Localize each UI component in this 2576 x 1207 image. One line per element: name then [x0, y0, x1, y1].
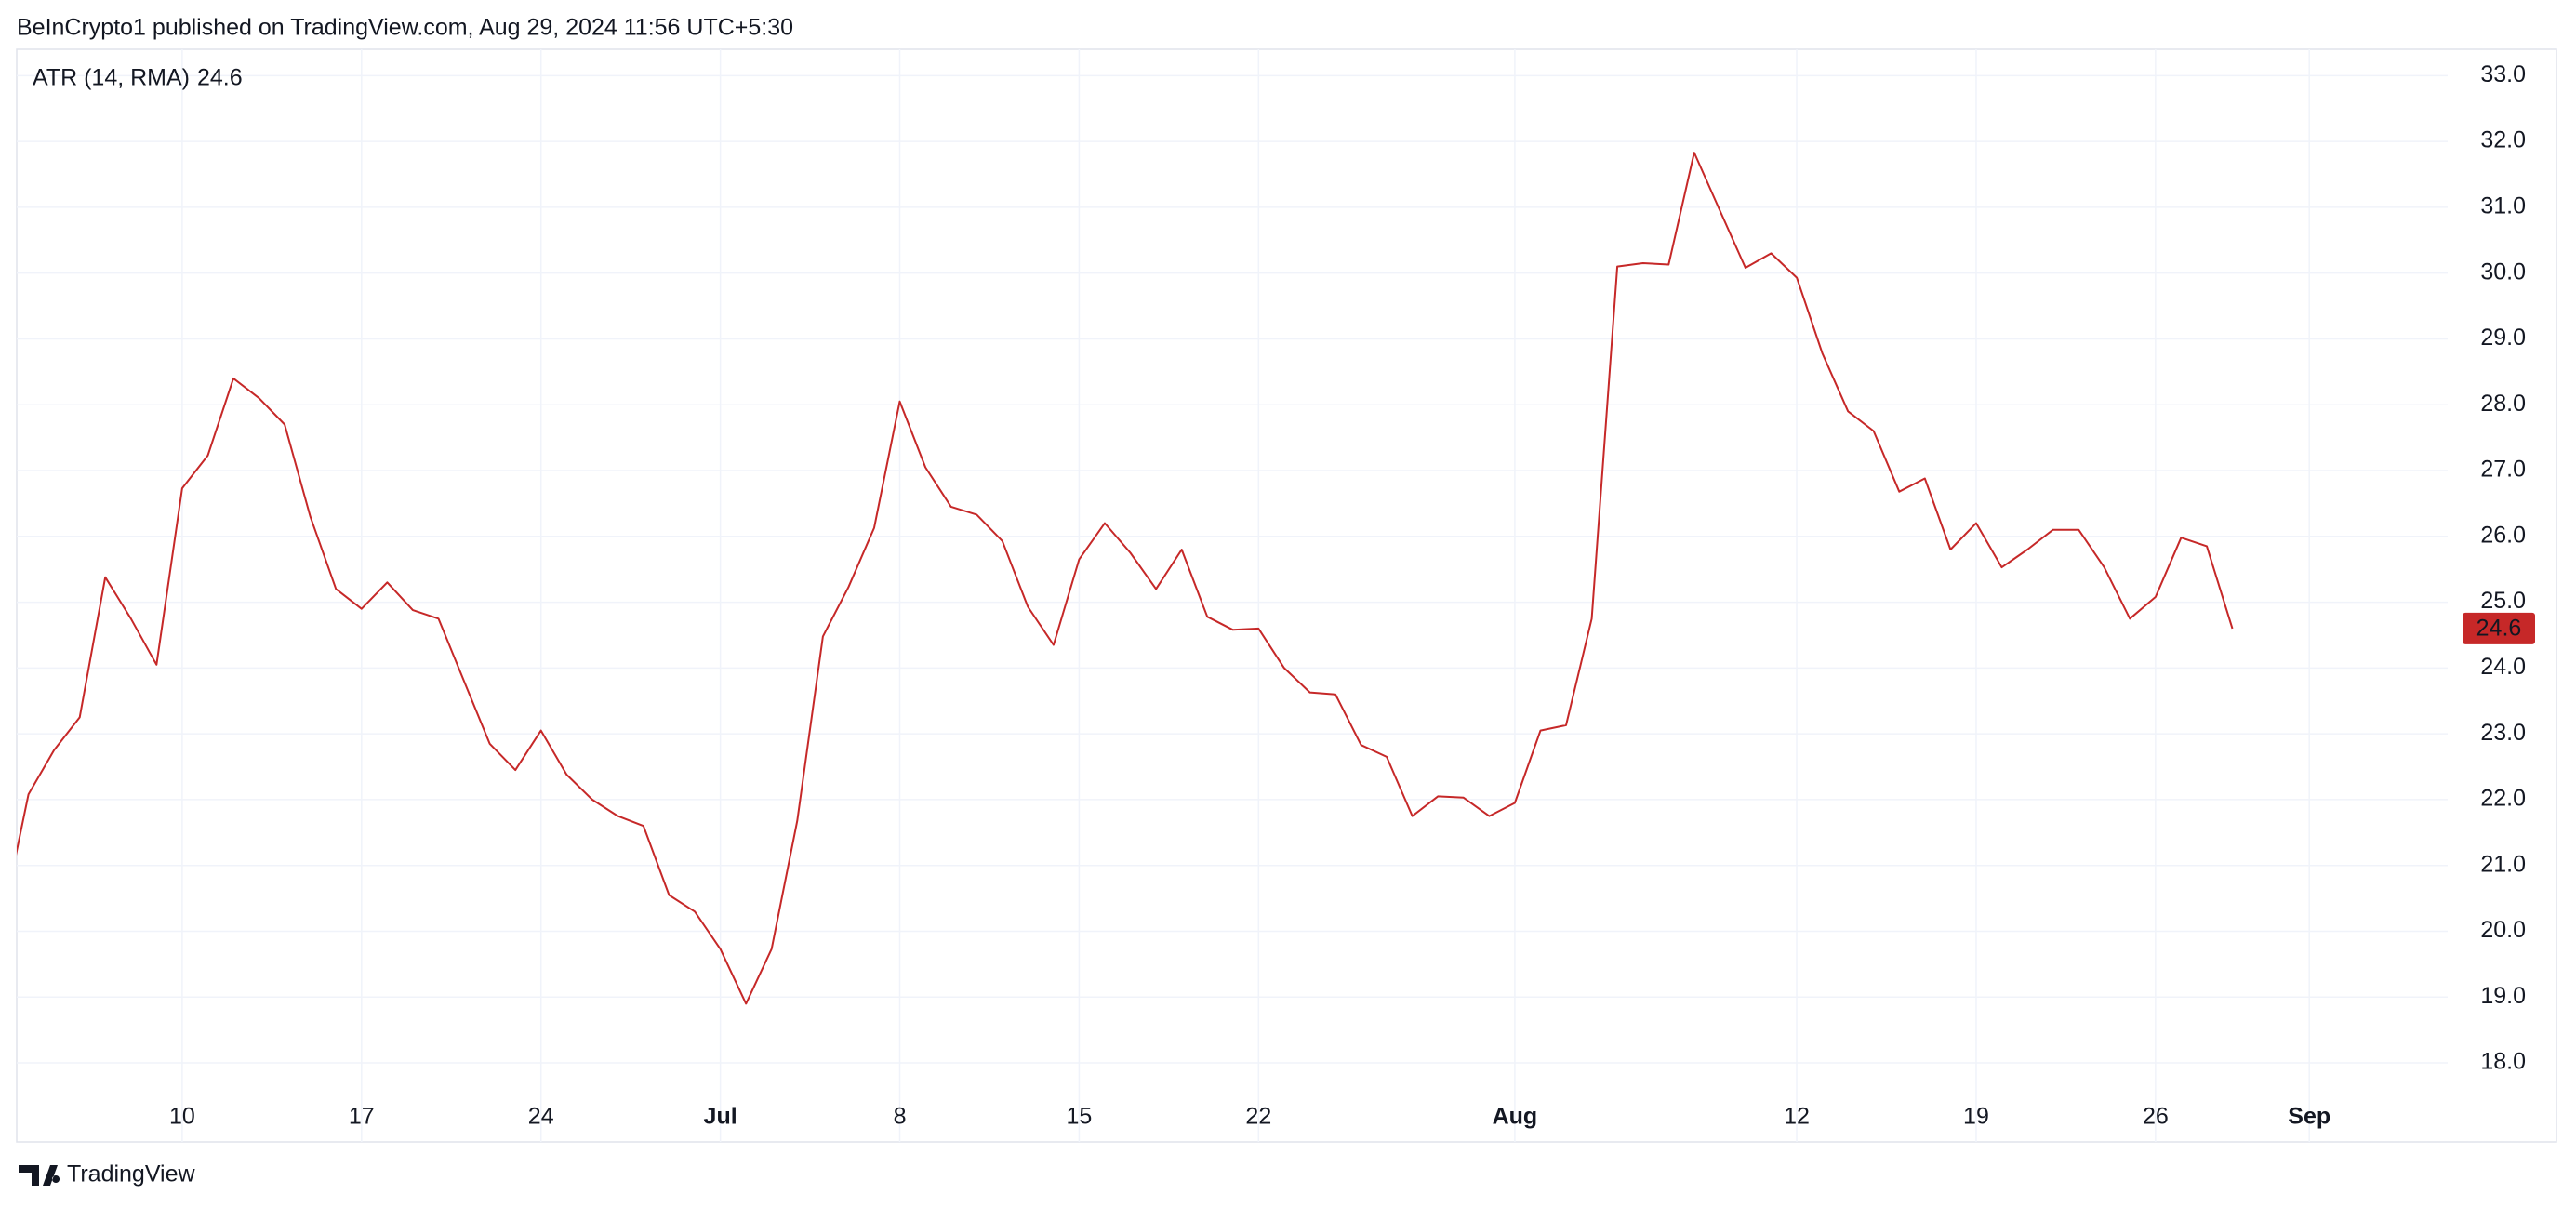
y-tick-label: 19.0	[2480, 983, 2526, 1009]
y-tick-label: 24.0	[2480, 654, 2526, 680]
x-tick-label: Sep	[2288, 1104, 2330, 1130]
y-tick-label: 20.0	[2480, 917, 2526, 943]
y-tick-label: 28.0	[2480, 391, 2526, 417]
x-tick-label: 12	[1784, 1104, 1810, 1130]
footer-logo	[19, 1165, 60, 1186]
y-tick-label: 31.0	[2480, 192, 2526, 219]
y-tick-label: 18.0	[2480, 1049, 2526, 1075]
legend-name: ATR (14, RMA)	[33, 65, 190, 91]
y-tick-label: 26.0	[2480, 522, 2526, 548]
series-line	[17, 152, 2234, 1005]
x-tick-label: Jul	[704, 1104, 737, 1130]
y-tick-label: 22.0	[2480, 786, 2526, 812]
price-badge	[2463, 612, 2535, 644]
footer: TradingView	[67, 1161, 196, 1187]
y-tick-label: 23.0	[2480, 720, 2526, 746]
x-tick-label: 22	[1245, 1104, 1271, 1130]
x-tick-label: Aug	[1493, 1104, 1538, 1130]
x-tick-label: 24	[528, 1104, 554, 1130]
chart-frame	[16, 48, 2557, 1143]
y-tick-label: 30.0	[2480, 259, 2526, 285]
y-tick-label: 25.0	[2480, 588, 2526, 614]
header: BeInCrypto1 published on TradingView.com…	[17, 15, 793, 41]
x-tick-label: 15	[1067, 1104, 1093, 1130]
legend-value: 24.6	[197, 65, 243, 91]
y-tick-label: 32.0	[2480, 127, 2526, 153]
x-tick-label: 26	[2143, 1104, 2169, 1130]
x-tick-label: 10	[169, 1104, 195, 1130]
x-tick-label: 17	[349, 1104, 375, 1130]
y-tick-label: 27.0	[2480, 457, 2526, 483]
y-tick-label: 33.0	[2480, 61, 2526, 87]
y-tick-label: 21.0	[2480, 851, 2526, 877]
x-tick-label: 8	[894, 1104, 907, 1130]
x-tick-label: 19	[1963, 1104, 1989, 1130]
price-badge-label: 24.6	[2476, 616, 2522, 642]
y-tick-label: 29.0	[2480, 325, 2526, 351]
